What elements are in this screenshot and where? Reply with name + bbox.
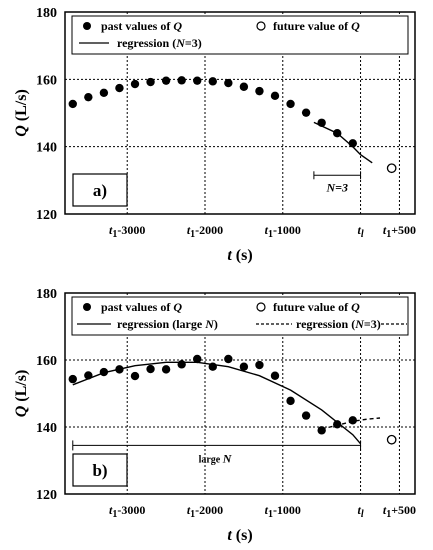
x-tick-label: t1-3000 <box>109 503 145 520</box>
past-value-point <box>255 86 264 96</box>
legend-marker-past <box>83 303 91 311</box>
legend-marker-past <box>83 22 91 30</box>
legend-label-future: future value of Q <box>273 19 360 33</box>
past-value-point <box>317 118 326 127</box>
past-value-point <box>84 371 93 380</box>
past-value-point <box>115 365 124 374</box>
y-tick-label: 140 <box>36 421 57 436</box>
past-value-point <box>286 396 295 406</box>
y-tick-label: 160 <box>36 354 57 369</box>
past-value-point <box>348 416 357 425</box>
x-tick-label: t1-2000 <box>187 503 223 520</box>
past-value-point <box>270 91 280 101</box>
y-tick-label: 160 <box>36 73 57 88</box>
large-n-bracket-label: large N <box>199 451 233 465</box>
chart-panel-a: 120 140 160 180 t1-3000 t1-2000 t1-1000 tl t1+50… <box>13 6 416 264</box>
past-value-point <box>99 367 109 377</box>
past-value-point <box>301 411 311 420</box>
past-value-point <box>99 88 109 98</box>
past-value-point <box>84 92 93 102</box>
y-tick-label: 180 <box>36 287 57 302</box>
y-tick-label: 120 <box>36 208 57 223</box>
past-value-point <box>224 78 233 88</box>
legend-marker-future <box>256 302 266 312</box>
past-value-point <box>224 354 233 364</box>
x-tick-label: tl <box>357 503 363 520</box>
past-value-point <box>270 371 280 380</box>
y-tick-label: 120 <box>36 488 57 503</box>
past-value-point <box>161 365 171 374</box>
legend-label-future: future value of Q <box>273 300 360 314</box>
legend-label-regression: regression (N=3) <box>117 36 202 50</box>
legend-box <box>71 15 409 55</box>
legend-label-past: past values of Q <box>101 19 182 33</box>
past-value-point <box>68 99 77 109</box>
panel-label-box <box>72 453 128 487</box>
y-axis-label: Q (L/s) <box>13 89 30 137</box>
past-value-point <box>348 139 357 148</box>
panel-label: a) <box>72 173 128 207</box>
y-tick-label: 180 <box>36 6 57 21</box>
past-value-point <box>286 99 295 109</box>
past-value-point <box>115 83 124 93</box>
past-value-point <box>177 360 186 369</box>
past-value-point <box>239 362 249 371</box>
x-axis-label: t (s) <box>227 247 252 264</box>
past-value-point <box>68 374 77 384</box>
x-axis-label: t (s) <box>227 527 252 544</box>
regression-large-n-curve <box>72 361 362 445</box>
legend-label-regression-large: regression (large N) <box>117 317 218 331</box>
past-value-point <box>333 129 342 138</box>
past-value-point <box>317 426 326 435</box>
x-tick-label: t1+500 <box>383 223 416 240</box>
future-value-point <box>386 163 397 174</box>
y-tick-label: 140 <box>36 141 57 156</box>
past-value-point <box>208 77 217 86</box>
legend-label-regression-n3: regression (N=3) <box>296 317 381 331</box>
x-tick-label: t1-1000 <box>265 223 301 240</box>
past-value-point <box>161 76 171 85</box>
x-tick-label: tl <box>357 223 363 240</box>
past-value-point <box>177 76 186 85</box>
past-value-point <box>130 79 140 89</box>
x-tick-label: t1+500 <box>383 503 416 520</box>
past-value-point <box>333 420 342 429</box>
future-value-point <box>386 434 397 445</box>
legend-box <box>71 296 409 336</box>
y-axis-label: Q (L/s) <box>13 370 30 418</box>
regression-n3-curve <box>321 417 381 430</box>
legend: past values of Q future value of Q regress… <box>71 296 409 336</box>
legend-marker-future <box>256 21 266 31</box>
x-tick-label: t1-1000 <box>265 503 301 520</box>
legend: past values of Q future value of Q regress… <box>71 15 409 55</box>
past-value-point <box>255 360 264 370</box>
panel-label-text: b) <box>92 461 107 480</box>
past-value-point <box>130 371 140 381</box>
panel-label-text: a) <box>93 181 107 200</box>
past-value-point <box>301 108 311 117</box>
past-value-point <box>239 82 249 91</box>
chart-panel-b: 120 140 160 180 t1-3000 t1-2000 t1-1000 tl t1+50… <box>13 287 416 544</box>
past-value-point <box>146 364 155 374</box>
legend-label-past: past values of Q <box>101 300 182 314</box>
past-value-point <box>193 76 202 85</box>
x-tick-label: t1-2000 <box>187 223 223 240</box>
panel-label-box <box>72 173 128 207</box>
panel-label: b) <box>72 453 128 487</box>
past-value-point <box>193 354 202 364</box>
past-value-point <box>208 362 217 371</box>
n3-bracket-label: N=3 <box>325 180 348 194</box>
x-tick-label: t1-3000 <box>109 223 145 240</box>
past-value-point <box>146 77 155 87</box>
